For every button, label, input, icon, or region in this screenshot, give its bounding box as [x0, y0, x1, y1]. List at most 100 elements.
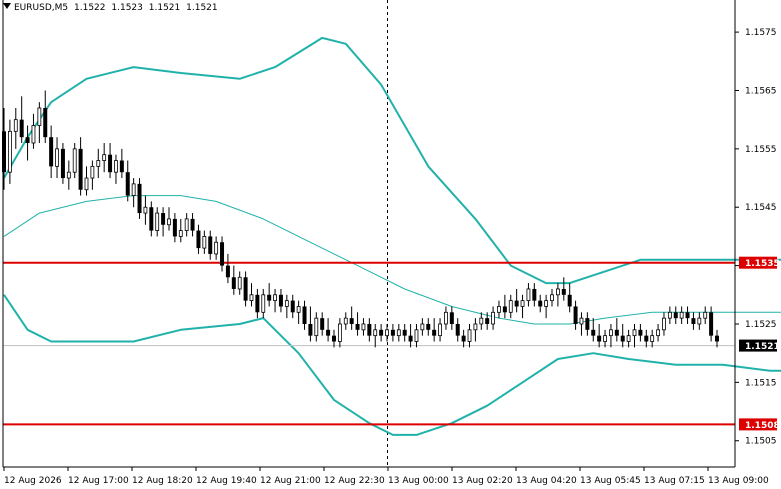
candle-body-bull	[155, 212, 160, 231]
candle-body-bull	[662, 317, 666, 331]
candle-body-bull	[603, 335, 607, 342]
candle-body-bear	[119, 160, 124, 173]
candle-body-bull	[55, 148, 59, 167]
candle-body-bear	[597, 335, 602, 342]
candle-body-bull	[679, 311, 684, 319]
time-tick-label: 12 Aug 19:40	[196, 476, 257, 486]
triangle-down-icon[interactable]	[3, 3, 11, 9]
candle-body-bear	[614, 329, 619, 336]
candle-body-bear	[367, 323, 372, 336]
candle-body-bull	[273, 294, 277, 302]
price-tick-label: 1.1525	[745, 320, 777, 330]
candle-body-bull	[261, 294, 266, 313]
candle-body-bear	[125, 172, 130, 196]
candle-body-bear	[408, 335, 413, 342]
bollinger-lower-band	[3, 294, 781, 436]
current-price-label: 1.1521	[745, 342, 780, 352]
candle-body-bear	[585, 318, 590, 330]
candle-body-bear	[573, 306, 578, 324]
candle-body-bear	[461, 335, 466, 342]
price-tick-label: 1.1505	[745, 437, 777, 447]
candle-body-bull	[632, 329, 637, 337]
time-tick-label: 13 Aug 02:20	[452, 476, 513, 486]
candle-body-bull	[697, 317, 702, 325]
candle-body-bear	[349, 318, 354, 324]
candle-body-bull	[314, 317, 319, 337]
candle-body-bear	[49, 137, 54, 167]
candle-body-bull	[131, 183, 136, 196]
bollinger-upper-band	[3, 36, 781, 285]
candle-body-bull	[296, 306, 301, 313]
candle-body-bear	[290, 300, 295, 313]
candle-body-bull	[361, 323, 366, 331]
candle-body-bear	[161, 213, 166, 225]
time-tick-label: 12 Aug 21:00	[260, 476, 321, 486]
candle-body-bull	[90, 165, 95, 179]
candle-body-bull	[479, 317, 484, 325]
candle-body-bull	[373, 329, 378, 337]
candle-body-bear	[225, 265, 230, 278]
candle-body-bear	[591, 329, 596, 336]
candle-body-bull	[72, 148, 77, 173]
candle-body-bull	[667, 311, 672, 319]
candle-body-bull	[550, 294, 554, 302]
candle-body-bull	[37, 107, 42, 126]
candle-body-bull	[579, 317, 584, 325]
ohlc-low: 1.1521	[148, 3, 181, 13]
candle-body-bear	[326, 329, 331, 336]
candle-body-bull	[473, 323, 478, 331]
time-tick-label: 13 Aug 00:00	[388, 476, 449, 486]
candle-body-bear	[709, 312, 714, 336]
candle-body-bear	[561, 288, 566, 295]
candle-body-bull	[178, 230, 183, 237]
level-price-label-bg	[739, 256, 777, 269]
candle-body-bull	[414, 329, 419, 342]
candle-body-bear	[190, 218, 195, 231]
candle-body-bull	[184, 218, 189, 231]
candle-body-bear	[449, 312, 454, 324]
candle-body-bull	[102, 154, 107, 161]
candle-body-bear	[60, 148, 65, 179]
time-tick-label: 13 Aug 05:45	[580, 476, 641, 486]
candle-body-bear	[538, 300, 543, 307]
time-tick-label: 12 Aug 18:20	[132, 476, 193, 486]
candle-body-bear	[691, 318, 696, 324]
candle-body-bear	[455, 323, 460, 336]
candle-body-bull	[143, 206, 148, 214]
candle-body-bear	[532, 288, 537, 301]
current-price-label-bg	[739, 339, 777, 352]
candle-body-bull	[114, 160, 118, 173]
candle-body-bear	[267, 294, 272, 301]
candle-body-bear	[220, 242, 225, 266]
candle-body-bear	[402, 329, 407, 336]
level-price-label: 1.1535	[745, 259, 780, 269]
candle-body-bear	[715, 335, 719, 342]
candle-body-bear	[231, 277, 236, 289]
candle-body-bear	[308, 323, 313, 336]
time-tick-label: 13 Aug 09:00	[708, 476, 769, 486]
candle-body-bear	[19, 119, 24, 138]
time-tick-label: 12 Aug 2026	[4, 476, 62, 486]
candle-body-bear	[302, 306, 307, 324]
symbol-header[interactable]: EURUSD,M5 1.1522 1.1523 1.1521 1.1521	[3, 3, 221, 13]
candle-body-bear	[243, 277, 248, 301]
candle-body-bull	[66, 171, 71, 179]
candle-body-bull	[7, 130, 12, 173]
candle-body-bull	[396, 329, 401, 337]
candle-body-bull	[249, 294, 254, 302]
candle-body-bear	[172, 218, 177, 237]
candle-body-bear	[196, 230, 201, 249]
price-tick-label: 1.1565	[745, 86, 777, 96]
candle-body-bull	[438, 323, 442, 337]
price-tick-label: 1.1575	[745, 28, 777, 38]
candle-body-bear	[331, 335, 336, 342]
candle-body-bull	[526, 288, 531, 302]
candle-body-bear	[390, 329, 395, 336]
price-tick-label: 1.1545	[745, 203, 777, 213]
candle-body-bear	[685, 312, 690, 319]
time-tick-label: 12 Aug 22:30	[324, 476, 385, 486]
candle-body-bear	[137, 183, 142, 214]
candle-body-bear	[638, 329, 643, 336]
